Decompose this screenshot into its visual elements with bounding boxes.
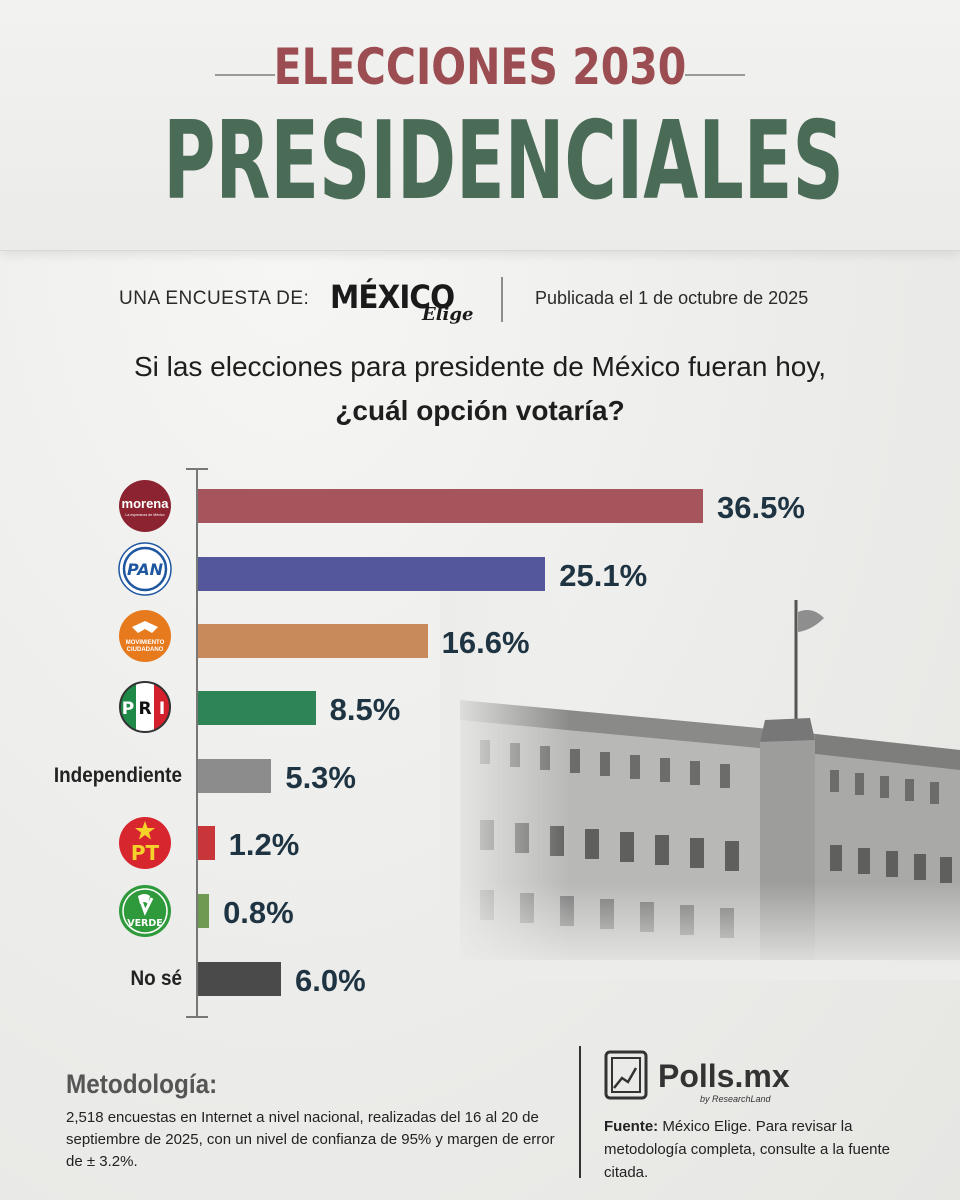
bar-no-se bbox=[198, 962, 281, 996]
footer-divider bbox=[579, 1046, 581, 1178]
question-line-2: ¿cuál opción votaría? bbox=[335, 395, 625, 426]
source-text: Fuente: México Elige. Para revisar la me… bbox=[604, 1115, 924, 1184]
pan-logo-text: PAN bbox=[127, 560, 164, 579]
bar-pan bbox=[198, 557, 546, 591]
polls-logo-icon bbox=[604, 1050, 648, 1100]
verde-logo-text: VERDE bbox=[127, 918, 163, 929]
pri-logo-r: R bbox=[138, 699, 151, 719]
value-label-morena: 36.5% bbox=[717, 490, 805, 525]
pan-logo-icon: PAN bbox=[118, 542, 172, 596]
source-label: Fuente: bbox=[604, 1118, 659, 1135]
value-label-independiente: 5.3% bbox=[285, 760, 356, 795]
methodology-text: 2,518 encuestas en Internet a nivel naci… bbox=[66, 1109, 555, 1170]
value-label-pan: 25.1% bbox=[559, 558, 648, 593]
polls-brand: Polls.mx bbox=[658, 1058, 790, 1094]
bar-independiente bbox=[198, 759, 272, 793]
survey-question: Si las elecciones para presidente de Méx… bbox=[0, 345, 960, 433]
bar-morena bbox=[198, 489, 703, 523]
header-band bbox=[0, 0, 960, 251]
brand-sub-text: Elige bbox=[422, 304, 474, 325]
mexico-elige-logo: MÉXICO Elige bbox=[330, 278, 480, 328]
category-independiente: Independiente bbox=[53, 764, 183, 787]
source-description: México Elige. Para revisar la metodologí… bbox=[604, 1118, 891, 1181]
bar-pt bbox=[198, 826, 215, 860]
title-top: ELECCIONES 2030 bbox=[273, 38, 687, 96]
pri-logo-icon: P R I bbox=[119, 681, 171, 733]
axis-cap-top bbox=[186, 468, 208, 470]
national-palace-illustration bbox=[440, 590, 960, 980]
header-divider bbox=[501, 277, 503, 322]
methodology-title: Metodología: bbox=[66, 1069, 218, 1099]
morena-logo-icon: morena La esperanza de México bbox=[119, 480, 171, 532]
chart-axis bbox=[196, 468, 198, 1018]
pri-logo-p: P bbox=[122, 699, 134, 719]
axis-cap-bottom bbox=[186, 1016, 208, 1018]
pri-logo-i: I bbox=[159, 699, 165, 719]
mc-logo-text-2: CIUDADANO bbox=[127, 647, 164, 653]
bar-pri bbox=[198, 691, 316, 725]
page-title: PRESIDENCIALES bbox=[163, 99, 844, 224]
pt-logo-icon: PT bbox=[119, 817, 171, 869]
brand-main-text: MÉXICO bbox=[330, 278, 455, 316]
value-label-verde: 0.8% bbox=[223, 895, 294, 930]
bar-verde bbox=[198, 894, 210, 928]
value-label-mc: 16.6% bbox=[441, 625, 530, 660]
morena-logo-text: morena bbox=[122, 496, 170, 511]
morena-logo-subtext: La esperanza de México bbox=[125, 513, 164, 517]
value-label-no-se: 6.0% bbox=[295, 963, 366, 998]
mc-logo-text-1: MOVIMIENTO bbox=[126, 640, 165, 646]
category-no-se: No sé bbox=[130, 967, 182, 990]
question-line-1: Si las elecciones para presidente de Méx… bbox=[133, 351, 827, 382]
pt-logo-text: PT bbox=[131, 841, 160, 865]
value-label-pri: 8.5% bbox=[329, 692, 401, 727]
value-label-pt: 1.2% bbox=[228, 827, 300, 862]
polls-brand-sub: by ResearchLand bbox=[700, 1094, 771, 1104]
verde-logo-icon: VERDE bbox=[119, 885, 171, 937]
title-rule-left bbox=[215, 74, 275, 76]
byline: UNA ENCUESTA DE: bbox=[119, 288, 310, 309]
publication-date: Publicada el 1 de octubre de 2025 bbox=[535, 288, 809, 308]
bar-mc bbox=[198, 624, 428, 658]
title-rule-right bbox=[685, 74, 745, 76]
mc-logo-icon: MOVIMIENTO CIUDADANO bbox=[119, 610, 171, 662]
